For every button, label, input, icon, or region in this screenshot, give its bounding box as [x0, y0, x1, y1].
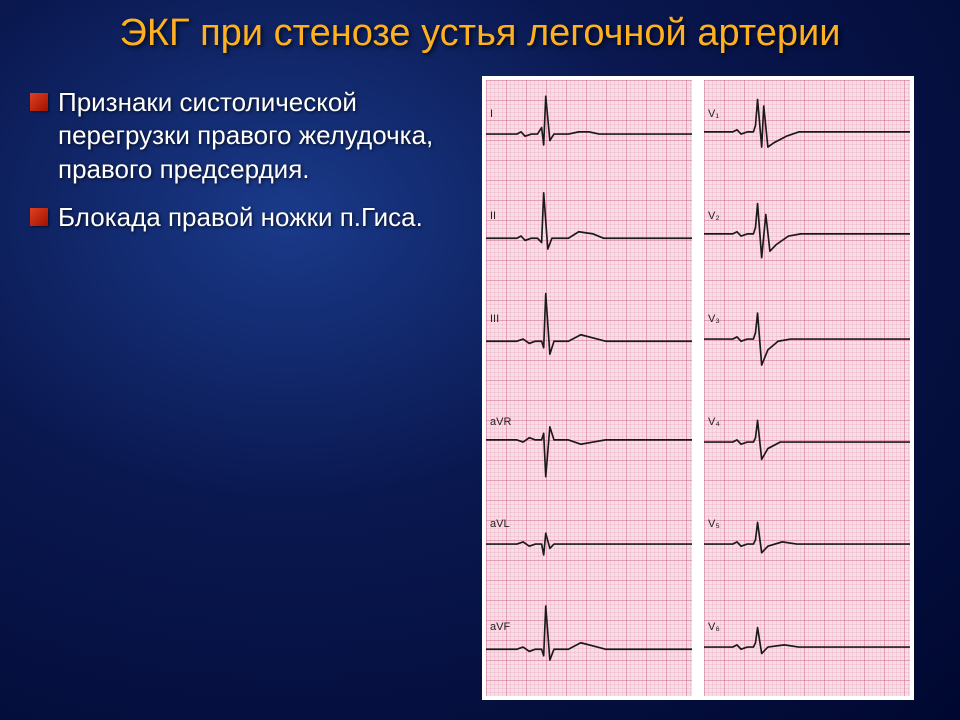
bullet-item: Блокада правой ножки п.Гиса. — [30, 201, 462, 235]
ecg-lead-III: III — [486, 285, 692, 388]
ecg-trace — [704, 99, 910, 147]
ecg-trace — [704, 628, 910, 654]
ecg-lead-II: II — [486, 182, 692, 285]
ecg-trace — [486, 294, 692, 355]
ecg-trace — [486, 606, 692, 660]
ecg-trace — [486, 427, 692, 477]
ecg-trace — [704, 204, 910, 258]
ecg-lead-V5: V₅ — [704, 490, 910, 593]
ecg-trace — [704, 420, 910, 459]
ecg-column-limb: I II III aVR aVL — [486, 80, 692, 697]
bullet-list: Признаки систолической перегрузки правог… — [30, 76, 462, 701]
ecg-trace — [704, 313, 910, 365]
ecg-lead-aVL: aVL — [486, 490, 692, 593]
ecg-column-precordial: V₁ V₂ V₃ V₄ V₅ — [704, 80, 910, 697]
ecg-lead-V1: V₁ — [704, 80, 910, 183]
ecg-trace — [486, 193, 692, 249]
ecg-lead-V6: V₆ — [704, 593, 910, 696]
slide: ЭКГ при стенозе устья легочной артерии П… — [0, 0, 960, 720]
ecg-lead-V2: V₂ — [704, 182, 910, 285]
ecg-panel: I II III aVR aVL — [482, 76, 914, 701]
ecg-lead-aVF: aVF — [486, 593, 692, 696]
bullet-square-icon — [30, 208, 48, 226]
ecg-trace — [486, 534, 692, 556]
bullet-text: Признаки систолической перегрузки правог… — [58, 86, 462, 187]
ecg-lead-V4: V₄ — [704, 388, 910, 491]
ecg-trace — [486, 96, 692, 145]
bullet-item: Признаки систолической перегрузки правог… — [30, 86, 462, 187]
bullet-text: Блокада правой ножки п.Гиса. — [58, 201, 462, 235]
ecg-trace — [704, 523, 910, 553]
ecg-lead-V3: V₃ — [704, 285, 910, 388]
bullet-square-icon — [30, 93, 48, 111]
ecg-lead-I: I — [486, 80, 692, 183]
ecg-lead-aVR: aVR — [486, 388, 692, 491]
content-row: Признаки систолической перегрузки правог… — [30, 76, 930, 701]
slide-title: ЭКГ при стенозе устья легочной артерии — [30, 10, 930, 58]
